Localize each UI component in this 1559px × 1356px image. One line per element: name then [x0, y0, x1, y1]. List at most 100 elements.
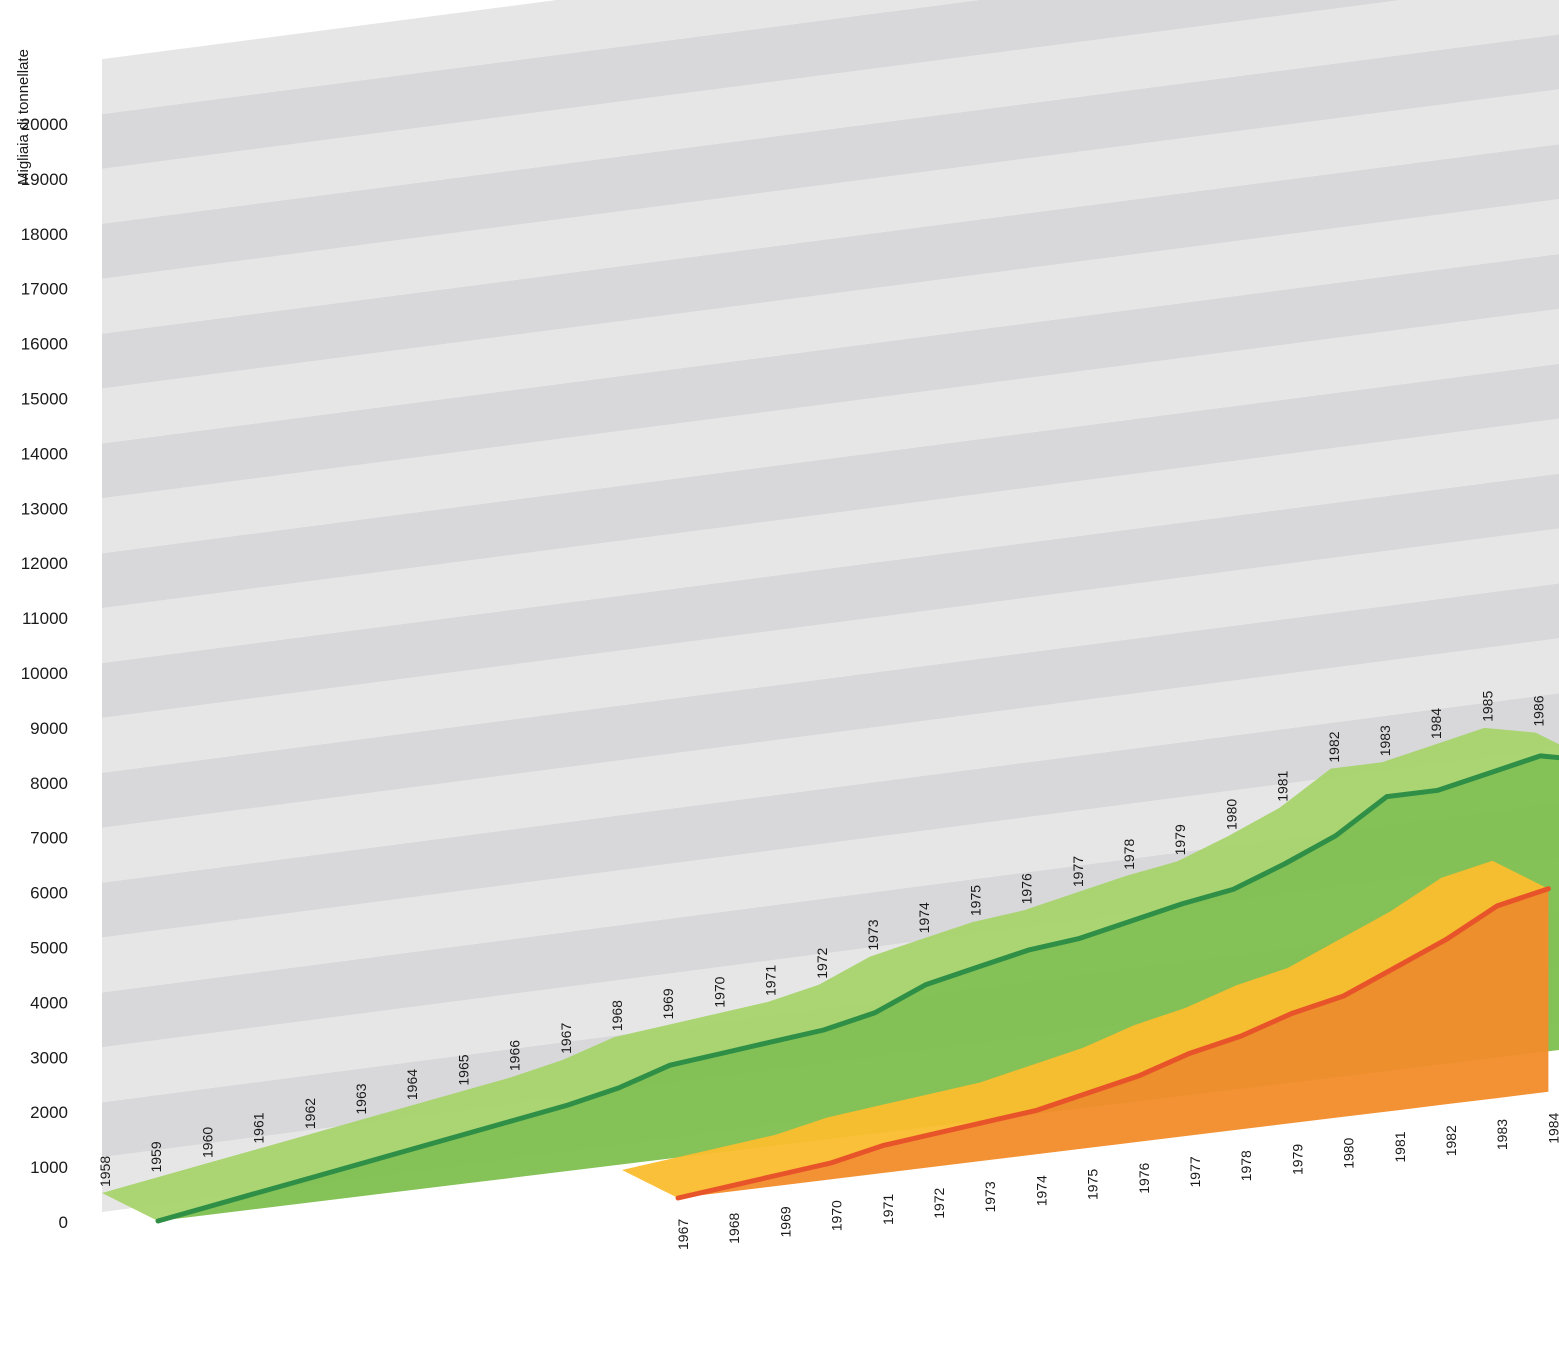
- data-point: [779, 1173, 782, 1176]
- data-point: [1436, 789, 1440, 792]
- data-point: [1137, 1074, 1141, 1078]
- y-tick-label: 3000: [30, 1048, 68, 1067]
- y-tick-label: 17000: [21, 280, 68, 299]
- grid-band: [102, 583, 1559, 828]
- x-tick-label: 1971: [880, 1194, 896, 1225]
- y-tick-label: 8000: [30, 774, 68, 793]
- x-tick-label: 1980: [1223, 799, 1239, 830]
- x-tick-label: 1961: [251, 1112, 267, 1143]
- x-tick-label: 1983: [1377, 725, 1393, 756]
- x-tick-label: 1969: [660, 988, 676, 1019]
- x-tick-label: 1973: [865, 919, 881, 950]
- data-point: [515, 1118, 518, 1121]
- data-point: [617, 1086, 620, 1090]
- data-point: [873, 1011, 876, 1014]
- y-tick-label: 16000: [21, 335, 68, 354]
- x-tick-label: 1982: [1443, 1125, 1459, 1156]
- data-point: [1180, 902, 1184, 906]
- y-tick-label: 2000: [30, 1103, 68, 1122]
- y-tick-label: 15000: [21, 390, 68, 409]
- x-tick-label: 1986: [1531, 695, 1547, 726]
- y-tick-label: 13000: [21, 499, 68, 518]
- data-point: [412, 1147, 416, 1150]
- data-point: [1129, 919, 1133, 923]
- x-tick-label: 1973: [982, 1181, 998, 1212]
- x-tick-label: 1968: [609, 1000, 625, 1031]
- x-tick-label: 1981: [1392, 1131, 1408, 1162]
- data-point: [1035, 1109, 1038, 1112]
- data-point: [720, 1052, 723, 1055]
- data-point: [932, 1132, 936, 1136]
- grid-band: [102, 199, 1559, 444]
- grid-band: [102, 34, 1559, 279]
- y-tick-label: 20000: [21, 115, 68, 134]
- x-tick-label: 1980: [1341, 1137, 1357, 1168]
- grid-band: [102, 144, 1559, 389]
- y-tick-label: 19000: [21, 170, 68, 189]
- data-point: [1385, 795, 1389, 798]
- grid-bands: [102, 0, 1559, 1212]
- y-tick-label: 10000: [21, 664, 68, 683]
- x-tick-label: 1970: [829, 1200, 845, 1231]
- grid-band: [102, 89, 1559, 334]
- data-point: [1539, 754, 1542, 758]
- x-tick-label: 1962: [302, 1098, 318, 1129]
- x-tick-label: 1963: [353, 1083, 369, 1114]
- data-point: [668, 1064, 672, 1067]
- y-tick-label: 14000: [21, 444, 68, 463]
- x-tick-label: 1974: [916, 902, 932, 933]
- x-tick-label: 1972: [931, 1187, 947, 1218]
- x-tick-label: 1985: [1479, 691, 1495, 722]
- data-point: [1232, 888, 1235, 891]
- data-point: [361, 1161, 364, 1165]
- x-tick-label: 1968: [726, 1212, 742, 1243]
- data-point: [208, 1205, 211, 1208]
- x-tick-label: 1979: [1172, 824, 1188, 855]
- x-tick-label: 1983: [1494, 1119, 1510, 1150]
- x-tick-label: 1977: [1070, 856, 1086, 887]
- x-tick-label: 1967: [558, 1023, 574, 1054]
- data-point: [1488, 771, 1491, 775]
- x-tick-label: 1982: [1326, 731, 1342, 762]
- data-point: [1444, 938, 1448, 941]
- x-tick-label: 1967: [675, 1219, 691, 1250]
- y-tick-label: 1000: [30, 1158, 68, 1177]
- data-point: [771, 1040, 774, 1043]
- y-tick-label: 7000: [30, 829, 68, 848]
- grid-band: [102, 0, 979, 114]
- grid-band: [102, 0, 1402, 169]
- y-tick-label: 5000: [30, 939, 68, 958]
- x-tick-label: 1960: [199, 1127, 215, 1158]
- data-point: [976, 966, 979, 969]
- y-axis-ticks: 0 1000 2000 3000 4000 5000 6000 7000 8000 9000 100…: [21, 115, 68, 1232]
- data-point: [1188, 1052, 1192, 1055]
- data-point: [1334, 834, 1337, 837]
- grid-band: [102, 308, 1559, 554]
- x-tick-label: 1965: [455, 1054, 471, 1085]
- x-tick-label: 1975: [967, 885, 983, 916]
- grid-band: [102, 528, 1559, 773]
- data-point: [830, 1161, 833, 1165]
- x-tick-label: 1984: [1428, 708, 1444, 739]
- data-point: [984, 1120, 987, 1124]
- grid-band: [102, 0, 1559, 224]
- series-area-top: [102, 727, 1559, 1221]
- data-point: [924, 983, 928, 986]
- x-tick-label: 1969: [777, 1206, 793, 1237]
- x-tick-label: 1976: [1019, 873, 1035, 904]
- data-point: [566, 1103, 569, 1107]
- x-tick-label: 1978: [1238, 1150, 1254, 1181]
- grid-band: [102, 418, 1559, 663]
- x-tick-label: 1975: [1085, 1169, 1101, 1200]
- data-point: [881, 1144, 884, 1147]
- data-point: [1291, 1012, 1294, 1015]
- data-point: [156, 1219, 160, 1223]
- data-point: [1393, 966, 1397, 969]
- data-point: [1342, 994, 1345, 998]
- grid-band: [102, 363, 1559, 609]
- y-tick-label: 0: [59, 1213, 68, 1232]
- x-tick-label: 1984: [1545, 1112, 1559, 1143]
- series-area-top: [622, 860, 1549, 1198]
- x-tick-label: 1964: [404, 1069, 420, 1100]
